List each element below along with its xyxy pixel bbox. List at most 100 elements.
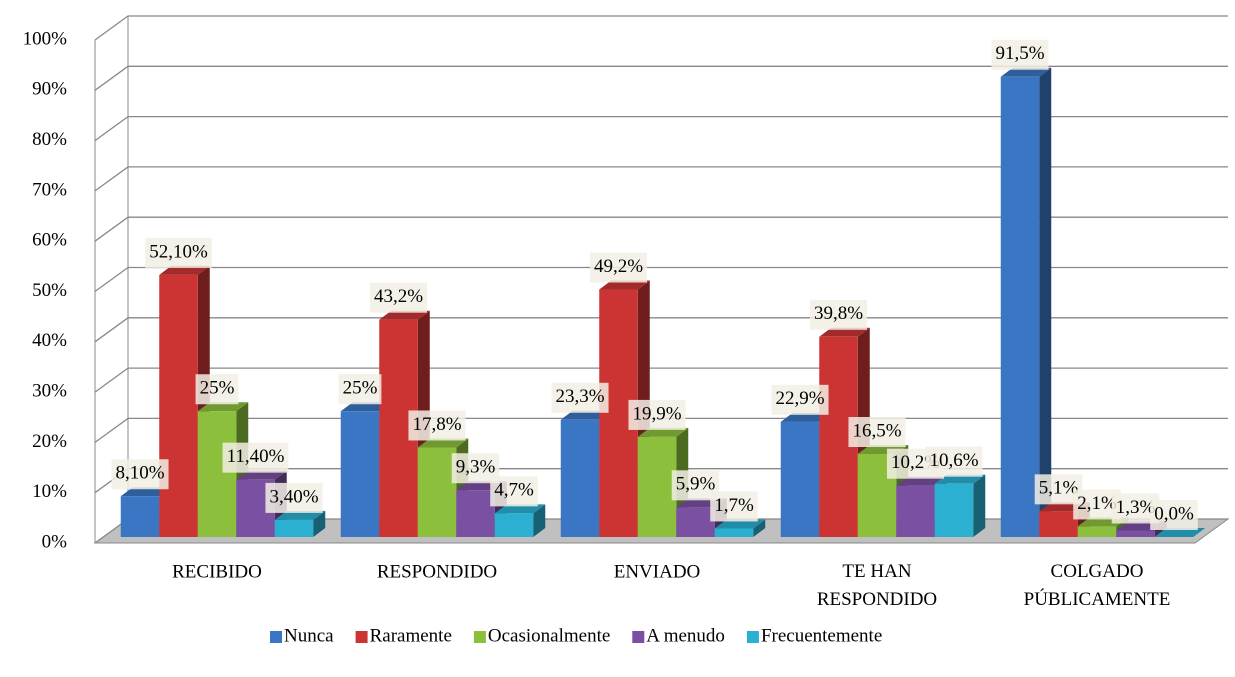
bar-side (313, 510, 326, 537)
legend-swatch (473, 631, 486, 643)
grid-line (94, 115, 1228, 142)
data-label-bg (1150, 500, 1198, 530)
x-tick-label: ENVIADO (614, 561, 701, 582)
bar-side (533, 504, 546, 537)
data-label: 10,6% (929, 450, 978, 471)
y-tick-label: 100% (23, 28, 68, 49)
data-label: 23,3% (555, 386, 604, 407)
bar-top (560, 410, 612, 420)
data-label-bg (222, 442, 289, 473)
bar-top (1154, 528, 1206, 537)
bar (159, 274, 198, 537)
data-label: 0,0% (1154, 503, 1194, 524)
legend-label: Frecuentemente (761, 625, 882, 646)
bar-top (159, 265, 210, 275)
x-tick-label-line: TE HAN (842, 561, 911, 582)
y-tick-label: 50% (32, 280, 67, 301)
data-label: 4,7% (494, 480, 534, 501)
data-label-bg (408, 410, 466, 441)
data-label-bg (991, 39, 1049, 70)
y-tick-label: 30% (32, 380, 67, 401)
x-tick-label-line: PÚBLICAMENTE (1024, 588, 1171, 610)
data-label: 39,8% (814, 303, 863, 324)
bar (274, 519, 314, 537)
data-label: 25% (200, 378, 235, 399)
bar (197, 411, 237, 537)
bar (494, 513, 534, 537)
legend-label: A menudo (646, 625, 725, 646)
legend-label: Nunca (284, 625, 334, 646)
bar-top (780, 412, 832, 422)
data-label: 16,5% (852, 420, 901, 441)
y-tick-label: 40% (32, 330, 67, 351)
x-tick-label-line: RESPONDIDO (817, 589, 937, 610)
data-label: 9,3% (456, 457, 496, 478)
bar (560, 419, 600, 537)
bar-side (973, 474, 986, 537)
data-label-bg (111, 459, 169, 490)
bar (1000, 76, 1040, 537)
legend-label: Raramente (370, 625, 452, 646)
data-label-bg (551, 382, 609, 413)
bar (1077, 526, 1117, 537)
bar (780, 421, 820, 537)
legend-swatch (355, 631, 368, 643)
grid-line (94, 166, 1228, 192)
data-label: 52,10% (149, 241, 208, 262)
y-tick-label: 90% (32, 79, 67, 100)
bar (676, 507, 715, 537)
data-label-bg (369, 282, 428, 313)
data-label: 5,9% (676, 474, 716, 495)
data-label-bg (710, 491, 758, 522)
data-label: 2,1% (1077, 493, 1117, 514)
bar-top (494, 504, 546, 514)
grid-line (94, 216, 1228, 242)
bar (120, 496, 160, 537)
bar-top (379, 310, 430, 320)
y-tick-label: 60% (32, 230, 67, 251)
legend-swatch (270, 631, 282, 643)
data-label: 19,9% (632, 403, 681, 424)
legend-swatch (746, 631, 759, 643)
data-label-bg (848, 417, 906, 448)
y-tick-label: 0% (42, 531, 68, 552)
grid-line (94, 266, 1228, 293)
bar (1116, 530, 1155, 537)
bar (934, 483, 974, 537)
grid-line (94, 367, 1228, 393)
data-label-bg (265, 482, 323, 513)
bar (417, 447, 457, 537)
data-label: 11,40% (227, 446, 285, 467)
bar-top (340, 402, 392, 412)
data-label: 49,2% (594, 256, 643, 277)
bar-top (1000, 67, 1052, 77)
bar-top (599, 280, 650, 290)
data-label-bg (195, 374, 239, 405)
legend-label: Ocasionalmente (488, 625, 610, 646)
bar (714, 528, 754, 537)
bar-top (896, 476, 947, 486)
data-label-bg (809, 299, 868, 330)
data-label-bg (145, 237, 212, 268)
bar (637, 436, 677, 537)
data-label: 91,5% (995, 43, 1044, 64)
grid-line (94, 15, 1228, 41)
bar-top (819, 327, 870, 337)
data-label-bg (771, 384, 829, 415)
bar-top (417, 438, 469, 448)
bar-top (236, 470, 287, 480)
bar-side (1039, 67, 1052, 537)
bar (1039, 511, 1078, 537)
bar-top (934, 474, 986, 484)
bar-top (637, 427, 689, 437)
bar-top (274, 510, 326, 520)
y-tick-label: 10% (32, 481, 67, 502)
data-label: 5,1% (1039, 478, 1079, 499)
data-label: 17,8% (412, 414, 461, 435)
data-label-bg (589, 252, 648, 283)
data-label: 1,3% (1116, 497, 1156, 518)
data-label-bg (338, 374, 382, 405)
y-tick-label: 20% (32, 431, 67, 452)
data-label: 3,40% (269, 486, 318, 507)
